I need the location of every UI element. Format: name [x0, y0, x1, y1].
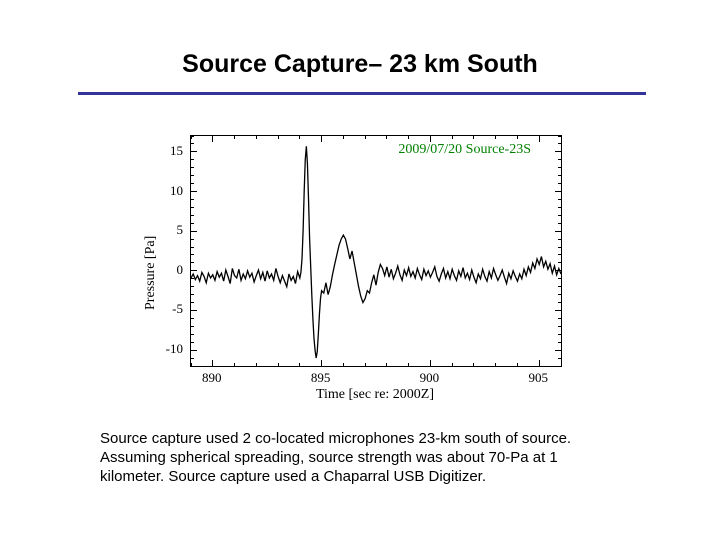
- caption-text: Source capture used 2 co-located microph…: [100, 430, 620, 486]
- y-tick: -10: [145, 341, 183, 357]
- y-tick: 5: [145, 222, 183, 238]
- plot-box: 2009/07/20 Source-23S: [190, 135, 562, 367]
- pressure-chart: Pressure [Pa] -10-5051015 890895900905 2…: [135, 125, 585, 410]
- title-underline: [78, 92, 646, 95]
- x-tick: 895: [301, 370, 341, 386]
- y-tick: -5: [145, 301, 183, 317]
- y-tick: 10: [145, 183, 183, 199]
- x-tick: 900: [409, 370, 449, 386]
- line-series: [191, 136, 561, 366]
- x-tick: 890: [192, 370, 232, 386]
- x-axis-label: Time [sec re: 2000Z]: [190, 387, 560, 403]
- slide-title: Source Capture– 23 km South: [0, 50, 720, 79]
- y-tick: 0: [145, 262, 183, 278]
- y-tick: 15: [145, 143, 183, 159]
- x-tick: 905: [518, 370, 558, 386]
- slide: Source Capture– 23 km South Pressure [Pa…: [0, 0, 720, 540]
